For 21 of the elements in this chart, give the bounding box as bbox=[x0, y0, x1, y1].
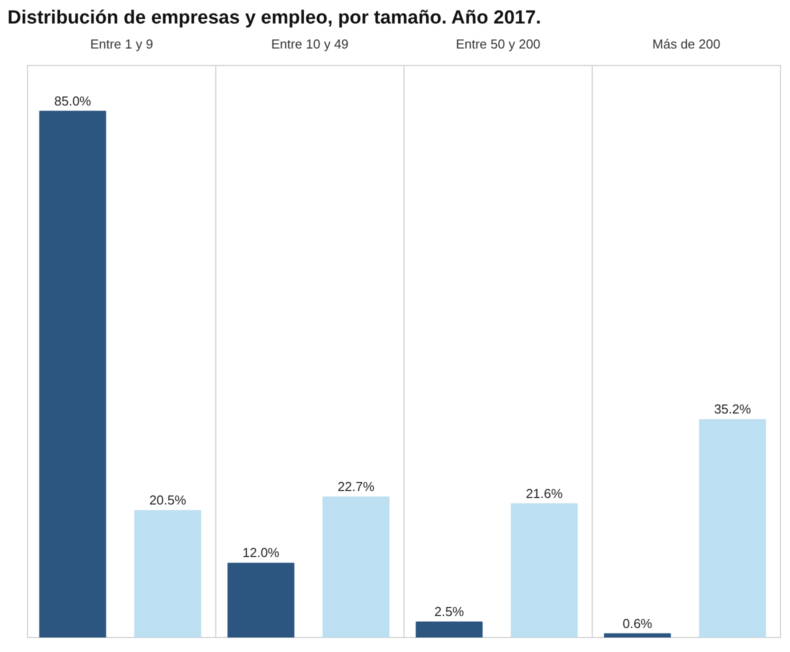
data-label: 35.2% bbox=[714, 402, 752, 417]
bar bbox=[416, 622, 483, 638]
bar bbox=[134, 510, 202, 638]
data-label: 85.0% bbox=[54, 93, 92, 108]
bar bbox=[510, 503, 578, 638]
data-label: 21.6% bbox=[526, 486, 564, 501]
data-label: 12.0% bbox=[242, 545, 280, 560]
x-tick-label: Entre 10 y 49 bbox=[271, 36, 349, 52]
bar bbox=[604, 633, 671, 638]
x-tick-label: Entre 1 y 9 bbox=[90, 36, 154, 52]
bar bbox=[39, 110, 106, 638]
data-label: 0.6% bbox=[622, 616, 653, 631]
x-tick-label: Más de 200 bbox=[652, 36, 720, 52]
data-label: 22.7% bbox=[338, 478, 375, 494]
bar bbox=[699, 419, 766, 638]
bar bbox=[227, 562, 294, 638]
data-label: 20.5% bbox=[149, 492, 187, 508]
x-tick-label: Entre 50 y 200 bbox=[456, 36, 540, 52]
bar bbox=[322, 496, 390, 638]
chart-title: Distribución de empresas y empleo, por tamaño. Año 2017. bbox=[8, 8, 542, 28]
data-label: 2.5% bbox=[434, 604, 464, 620]
